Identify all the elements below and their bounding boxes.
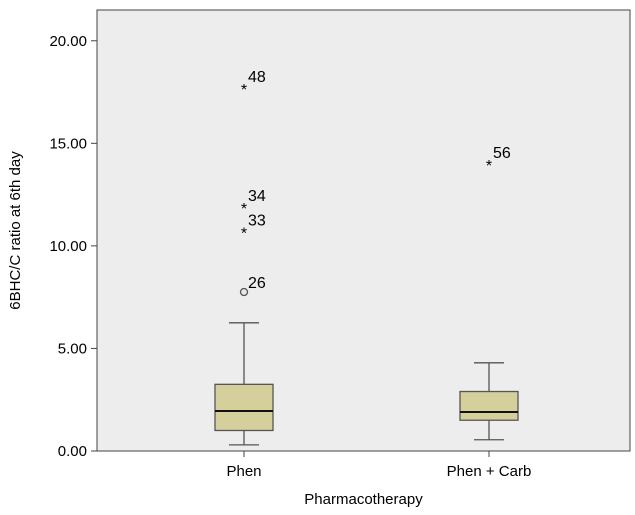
x-tick-label: Phen	[226, 463, 261, 480]
y-tick-label: 5.00	[58, 340, 87, 357]
outlier-label: 48	[248, 69, 266, 86]
y-tick-label: 10.00	[49, 238, 87, 255]
outlier-label: 26	[248, 275, 266, 292]
y-tick-label: 15.00	[49, 135, 87, 152]
box-iqr	[214, 383, 274, 432]
extreme-marker: *	[486, 158, 492, 175]
box-iqr	[459, 390, 519, 421]
extreme-marker: *	[241, 225, 247, 242]
y-tick-label: 20.00	[49, 33, 87, 50]
extreme-marker: *	[241, 82, 247, 99]
extreme-marker: *	[241, 201, 247, 218]
y-tick-label: 0.00	[58, 443, 87, 460]
x-axis-title: Pharmacotherapy	[304, 491, 423, 508]
box-group: *56	[459, 145, 519, 441]
y-axis: 0.00 5.00 10.00 15.00 20.00	[49, 33, 97, 460]
plot-area	[96, 9, 631, 452]
outlier-marker	[239, 287, 249, 297]
x-axis: Phen Phen + Carb	[226, 451, 531, 480]
outlier-label: 34	[248, 188, 266, 205]
x-tick-label: Phen + Carb	[447, 463, 532, 480]
outlier-label: 33	[248, 212, 266, 229]
y-axis-title: 6BHC/C ratio at 6th day	[7, 151, 24, 310]
outlier-label: 56	[493, 145, 511, 162]
